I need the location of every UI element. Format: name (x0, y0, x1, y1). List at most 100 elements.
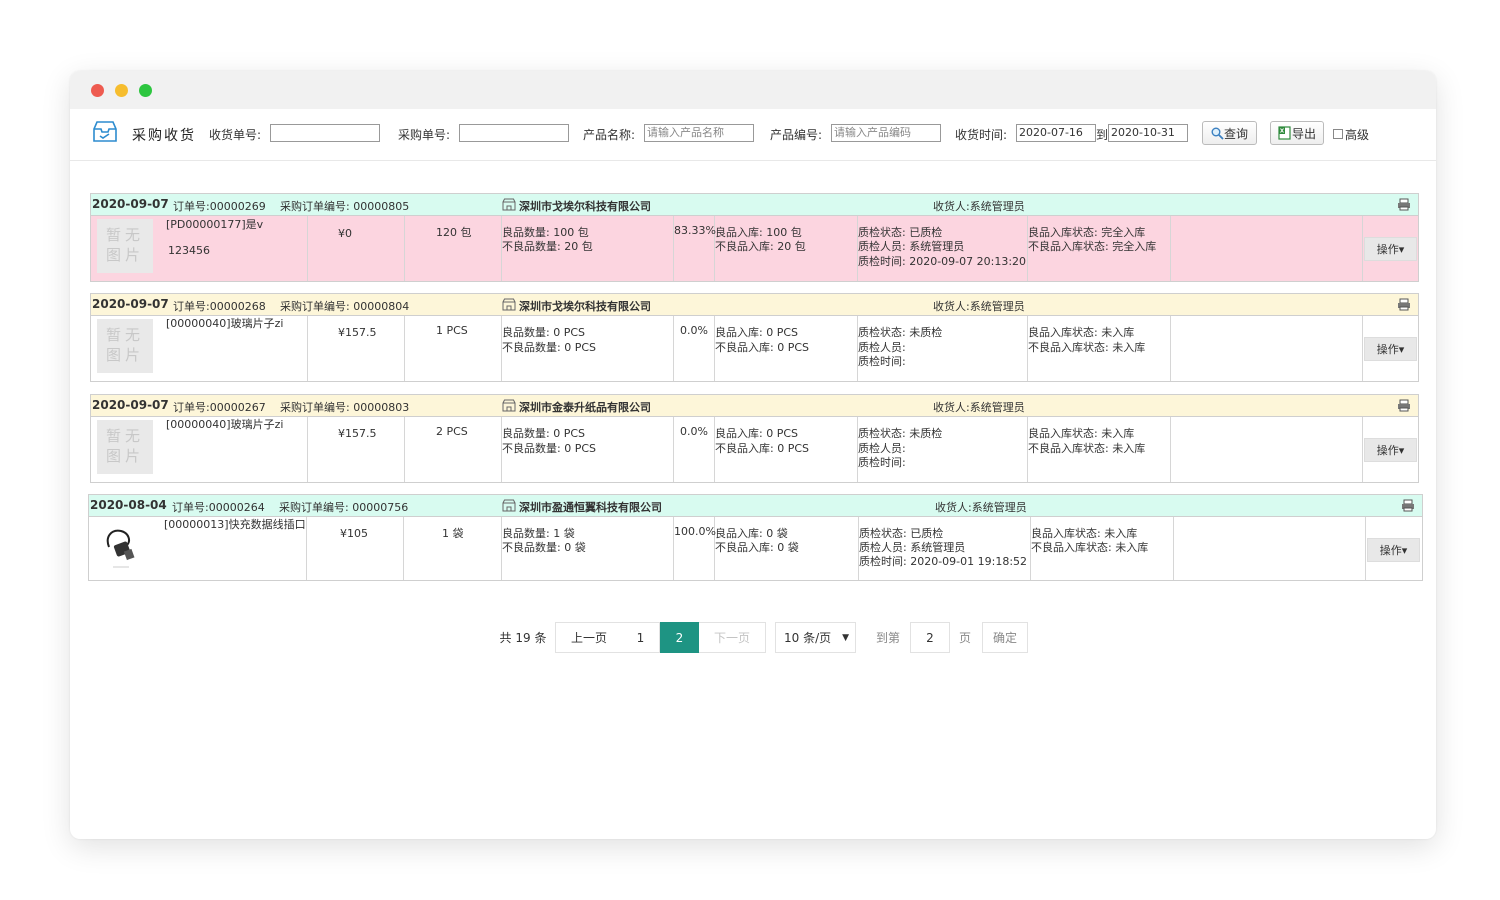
app-window: 采购收货 收货单号: 采购单号: 产品名称: 请输入产品名称 产品编号: 请输入… (70, 71, 1436, 839)
order-date: 2020-09-07 (92, 398, 169, 412)
shop-icon (502, 399, 516, 412)
good-stock-in: 良品入库: 0 PCS (715, 326, 798, 339)
receipt-no-input[interactable] (270, 124, 380, 142)
stock-in-cell: 良品入库: 100 包 不良品入库: 20 包 (715, 216, 858, 281)
operation-menu-button[interactable]: 操作▾ (1364, 237, 1417, 261)
rate-cell: 83.33% (674, 216, 716, 281)
product-thumbnail-cable (106, 529, 135, 568)
no-image-placeholder: 暂无 图片 (97, 219, 153, 273)
print-icon[interactable] (1397, 399, 1411, 412)
operation-menu-button[interactable]: 操作▾ (1364, 438, 1417, 462)
date-from-input[interactable]: 2020-07-16 (1016, 124, 1096, 142)
bad-stock-in: 不良品入库: 0 PCS (715, 442, 809, 455)
order-number: 订单号:00000264 (172, 501, 265, 514)
purchase-order-number: 采购订单编号: 00000803 (280, 401, 410, 414)
query-button-label: 查询 (1223, 126, 1248, 141)
good-stock-status: 良品入库状态: 未入库 (1028, 326, 1135, 339)
purchase-order-number: 采购订单编号: 00000805 (280, 200, 410, 213)
next-page-button[interactable]: 下一页 (699, 622, 766, 653)
query-button[interactable]: 查询 (1202, 121, 1257, 145)
good-stock-status: 良品入库状态: 完全入库 (1028, 226, 1146, 239)
stock-status-cell: 良品入库状态: 未入库 不良品入库状态: 未入库 (1031, 517, 1174, 580)
page-size-select[interactable]: 10 条/页 ▼ (775, 622, 856, 653)
bad-quantity: 不良品数量: 0 PCS (502, 341, 596, 354)
print-icon[interactable] (1397, 298, 1411, 311)
product-code-label: 产品编号: (770, 128, 823, 142)
price: ¥0 (338, 227, 352, 240)
bad-stock-status: 不良品入库状态: 未入库 (1028, 442, 1146, 455)
maximize-window-button[interactable] (139, 84, 152, 97)
qc-time: 质检时间: 2020-09-07 20:13:20 (858, 255, 1027, 268)
operation-menu-button[interactable]: 操作▾ (1364, 337, 1417, 361)
quantity-cell: 1 PCS (405, 316, 502, 381)
product-name: [00000040]玻璃片子zi (166, 317, 284, 330)
pagination: 共 19 条 上一页 1 2 下一页 10 条/页 ▼ 到第 2 页 确定 (70, 622, 1436, 653)
page-1-button[interactable]: 1 (622, 622, 660, 653)
good-rate: 0.0% (680, 324, 708, 337)
order-date: 2020-09-07 (92, 197, 169, 211)
goto-confirm-button[interactable]: 确定 (982, 622, 1028, 653)
product-code-input[interactable]: 请输入产品编码 (831, 124, 941, 142)
page-title: 采购收货 (132, 127, 196, 144)
total-count: 共 19 条 (499, 631, 547, 645)
receiver: 收货人:系统管理员 (933, 300, 1025, 313)
good-stock-status: 良品入库状态: 未入库 (1028, 427, 1135, 440)
purchase-no-input[interactable] (459, 124, 569, 142)
qc-person: 质检人员: 系统管理员 (859, 541, 966, 554)
prev-page-button[interactable]: 上一页 (555, 622, 623, 653)
product-name-label: 产品名称: (583, 128, 636, 142)
print-icon[interactable] (1401, 499, 1415, 512)
qc-time: 质检时间: (858, 456, 906, 469)
minimize-window-button[interactable] (115, 84, 128, 97)
good-quantity: 良品数量: 0 PCS (502, 326, 585, 339)
page-2-button[interactable]: 2 (660, 622, 699, 653)
order-date: 2020-09-07 (92, 297, 169, 311)
qc-time: 质检时间: (858, 355, 906, 368)
order-number: 订单号:00000267 (173, 401, 266, 414)
quantity: 1 PCS (436, 324, 468, 337)
order-number: 订单号:00000269 (173, 200, 266, 213)
date-range-separator: 到 (1096, 128, 1109, 142)
stock-in-cell: 良品入库: 0 袋 不良品入库: 0 袋 (715, 517, 859, 580)
good-stock-status: 良品入库状态: 未入库 (1031, 527, 1138, 540)
quantity-cell: 1 袋 (404, 517, 502, 580)
quantity: 120 包 (436, 226, 472, 239)
export-button[interactable]: 导出 (1270, 121, 1324, 145)
bad-stock-status: 不良品入库状态: 未入库 (1031, 541, 1149, 554)
dropdown-arrow-icon: ▼ (842, 632, 849, 643)
qty-breakdown-cell: 良品数量: 0 PCS 不良品数量: 0 PCS (502, 417, 674, 482)
print-icon[interactable] (1397, 198, 1411, 211)
qty-breakdown-cell: 良品数量: 0 PCS 不良品数量: 0 PCS (502, 316, 674, 381)
qc-cell: 质检状态: 未质检 质检人员: 质检时间: (858, 417, 1028, 482)
blank-cell (1171, 417, 1363, 482)
supplier-name: 深圳市盈通恒翼科技有限公司 (519, 501, 662, 514)
operation-menu-button[interactable]: 操作▾ (1367, 538, 1420, 562)
order-number: 订单号:00000268 (173, 300, 266, 313)
advanced-checkbox[interactable] (1333, 129, 1343, 139)
rate-cell: 0.0% (674, 316, 715, 381)
qc-person: 质检人员: (858, 442, 906, 455)
qc-cell: 质检状态: 已质检 质检人员: 系统管理员 质检时间: 2020-09-01 1… (859, 517, 1031, 580)
good-rate: 100.0% (674, 525, 716, 538)
product-name: [PD00000177]是v (166, 218, 264, 231)
qc-status: 质检状态: 未质检 (858, 427, 943, 440)
supplier-name: 深圳市戈埃尔科技有限公司 (519, 300, 651, 313)
close-window-button[interactable] (91, 84, 104, 97)
good-rate: 83.33% (674, 224, 716, 237)
bad-stock-status: 不良品入库状态: 未入库 (1028, 341, 1146, 354)
price-cell: ¥105 (307, 517, 404, 580)
date-to-input[interactable]: 2020-10-31 (1108, 124, 1188, 142)
stock-in-cell: 良品入库: 0 PCS 不良品入库: 0 PCS (715, 417, 858, 482)
supplier-name: 深圳市金泰升纸品有限公司 (519, 401, 651, 414)
qc-status: 质检状态: 已质检 (859, 527, 944, 540)
quantity: 1 袋 (442, 527, 464, 540)
stock-status-cell: 良品入库状态: 未入库 不良品入库状态: 未入库 (1028, 417, 1171, 482)
search-icon (1211, 127, 1224, 140)
purchase-no-label: 采购单号: (398, 128, 451, 142)
good-quantity: 良品数量: 100 包 (502, 226, 589, 239)
advanced-label: 高级 (1345, 128, 1370, 142)
receiver: 收货人:系统管理员 (933, 200, 1025, 213)
product-name-input[interactable]: 请输入产品名称 (644, 124, 754, 142)
goto-page-input[interactable]: 2 (910, 622, 950, 653)
price-cell: ¥0 (308, 216, 405, 281)
